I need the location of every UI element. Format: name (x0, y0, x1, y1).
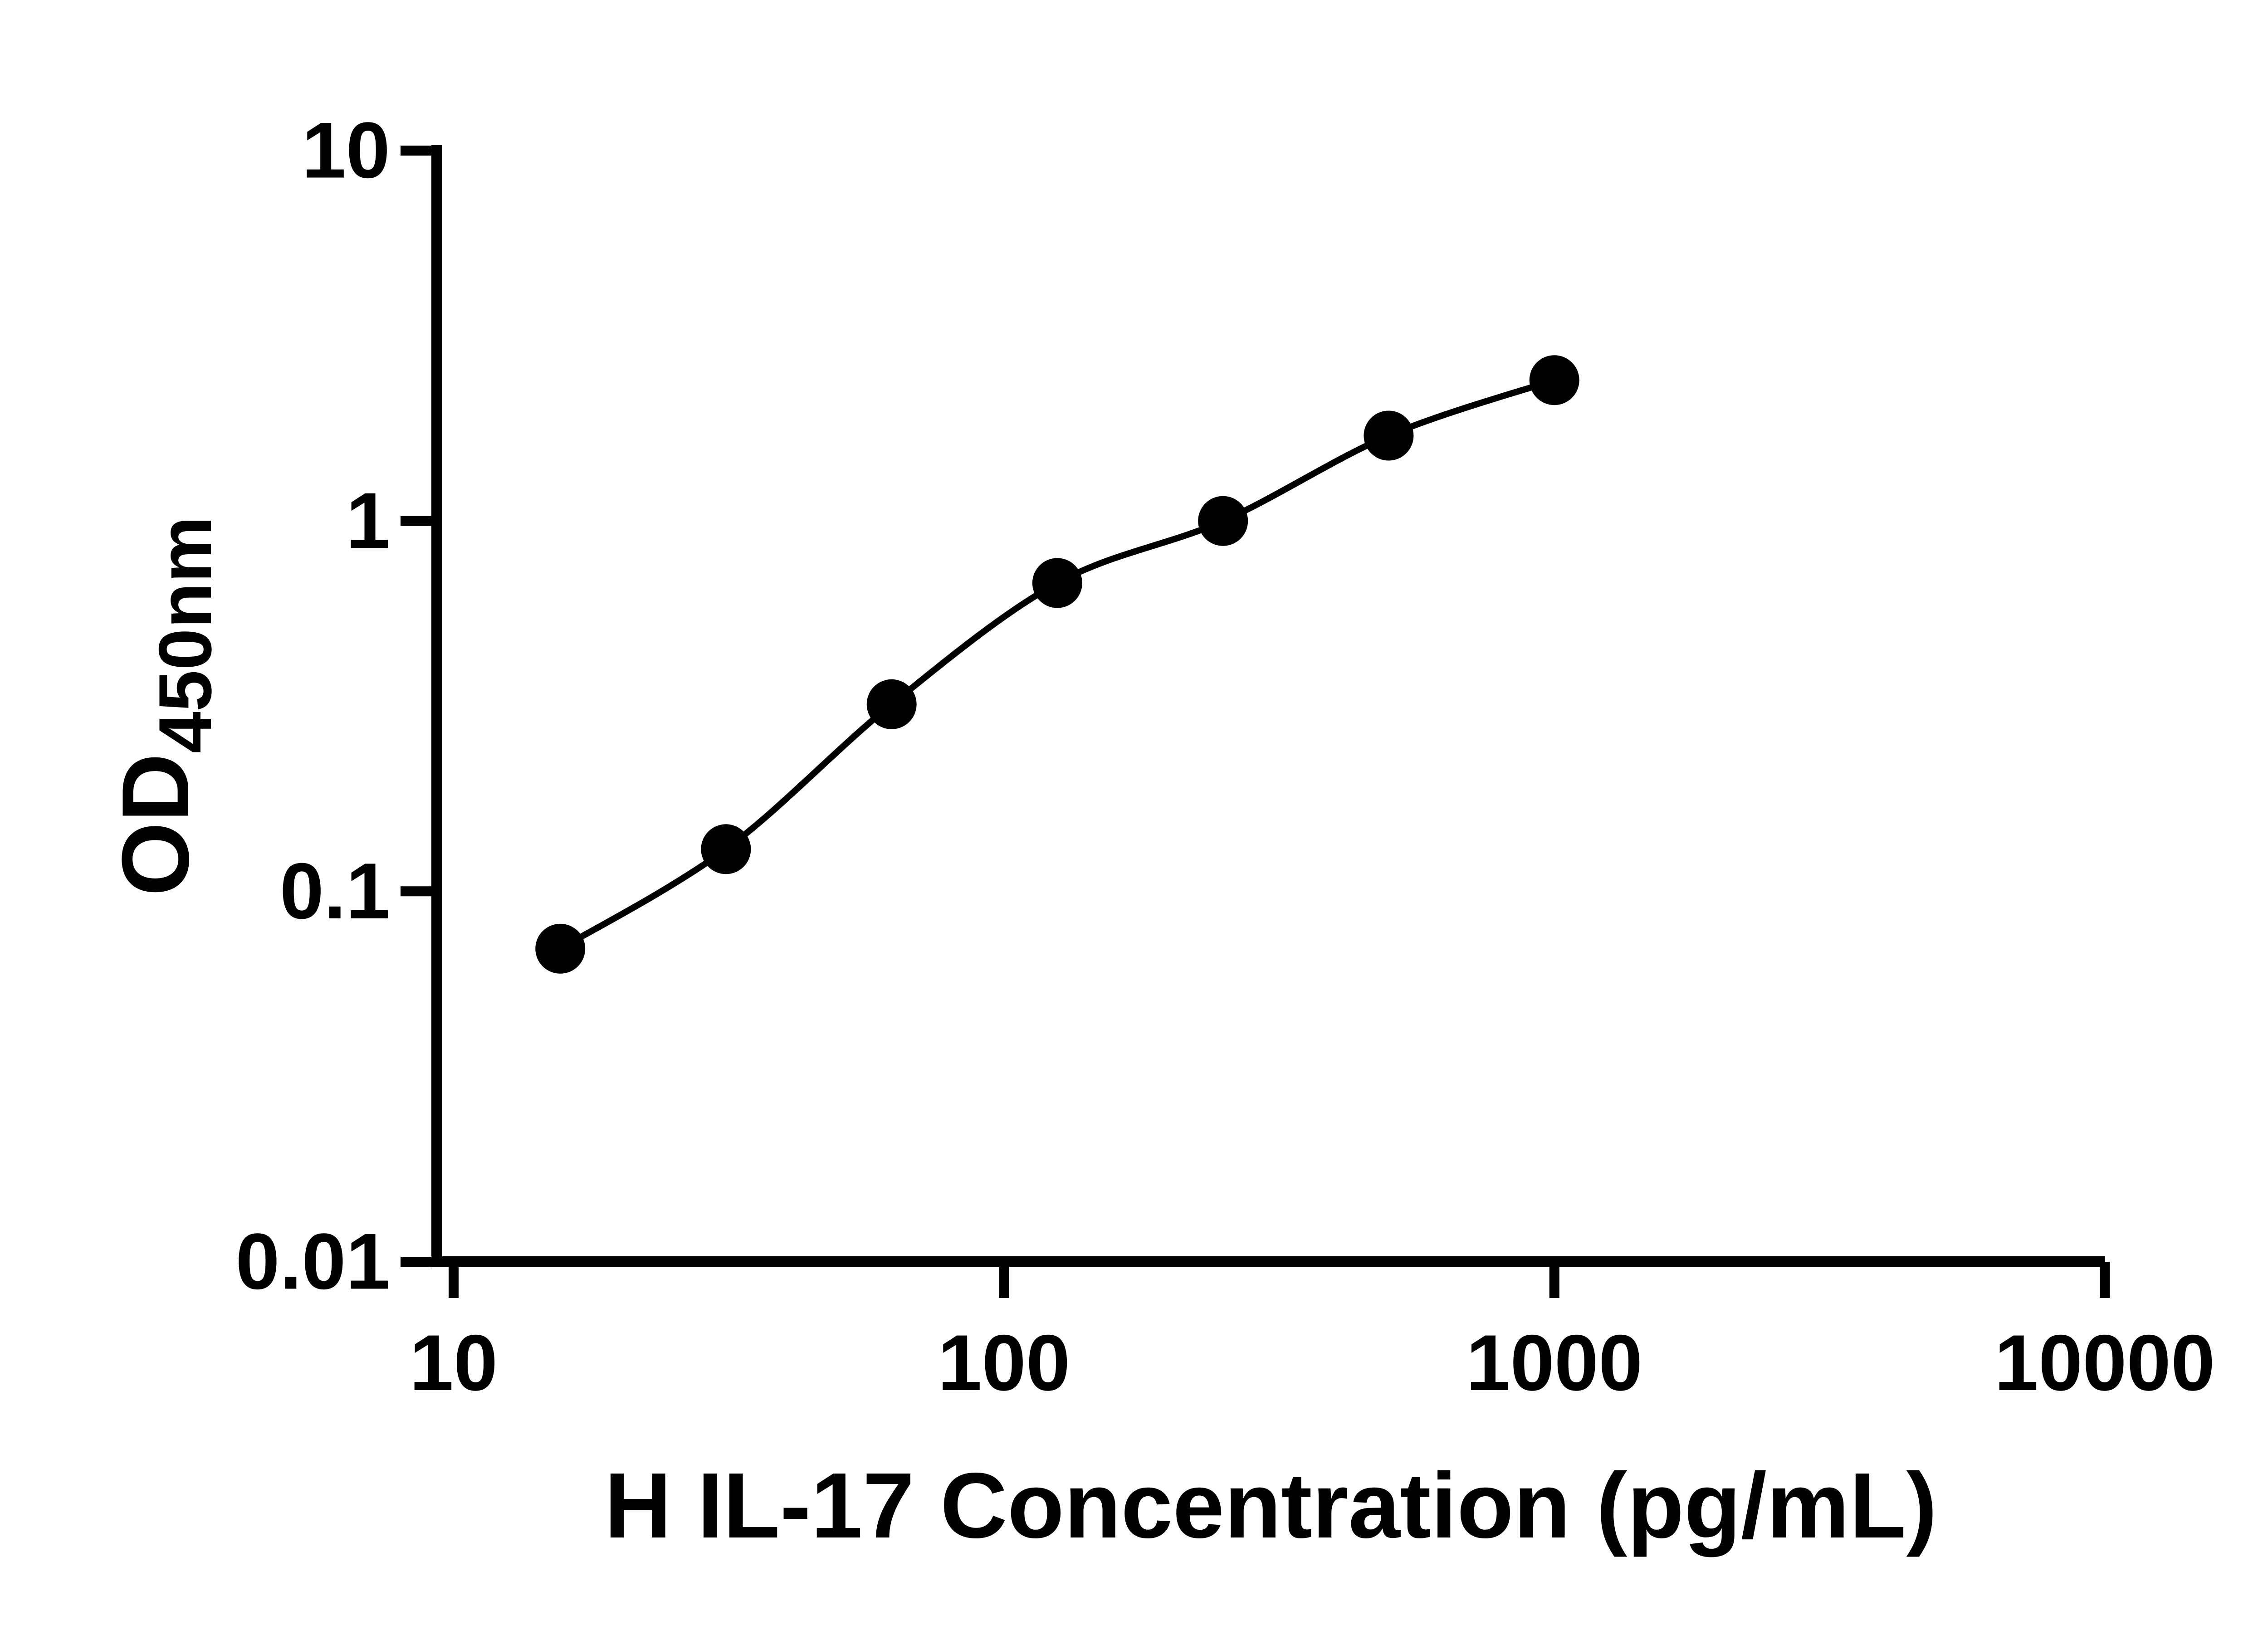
x-tick-label: 100 (938, 1319, 1070, 1407)
data-point (1198, 496, 1248, 546)
x-axis-title: H IL-17 Concentration (pg/mL) (604, 1454, 1937, 1557)
y-axis-title: OD450nm (102, 516, 227, 896)
y-tick-label: 0.01 (235, 1218, 390, 1306)
y-tick-label: 10 (302, 107, 390, 195)
data-point (535, 923, 586, 974)
x-tick-label: 10 (410, 1319, 498, 1407)
data-point (1364, 410, 1414, 461)
x-tick-label: 10000 (1994, 1319, 2215, 1407)
x-tick-label: 1000 (1466, 1319, 1642, 1407)
y-axis-title-main: OD (102, 753, 209, 896)
data-point (701, 824, 751, 874)
data-point (1529, 355, 1579, 405)
y-tick-label: 0.1 (280, 847, 390, 936)
y-axis-title-subscript: 450nm (143, 516, 227, 753)
axis-lines (431, 145, 2105, 1267)
y-tick-label: 1 (346, 477, 390, 565)
data-point (866, 679, 917, 729)
data-point (1032, 558, 1082, 608)
